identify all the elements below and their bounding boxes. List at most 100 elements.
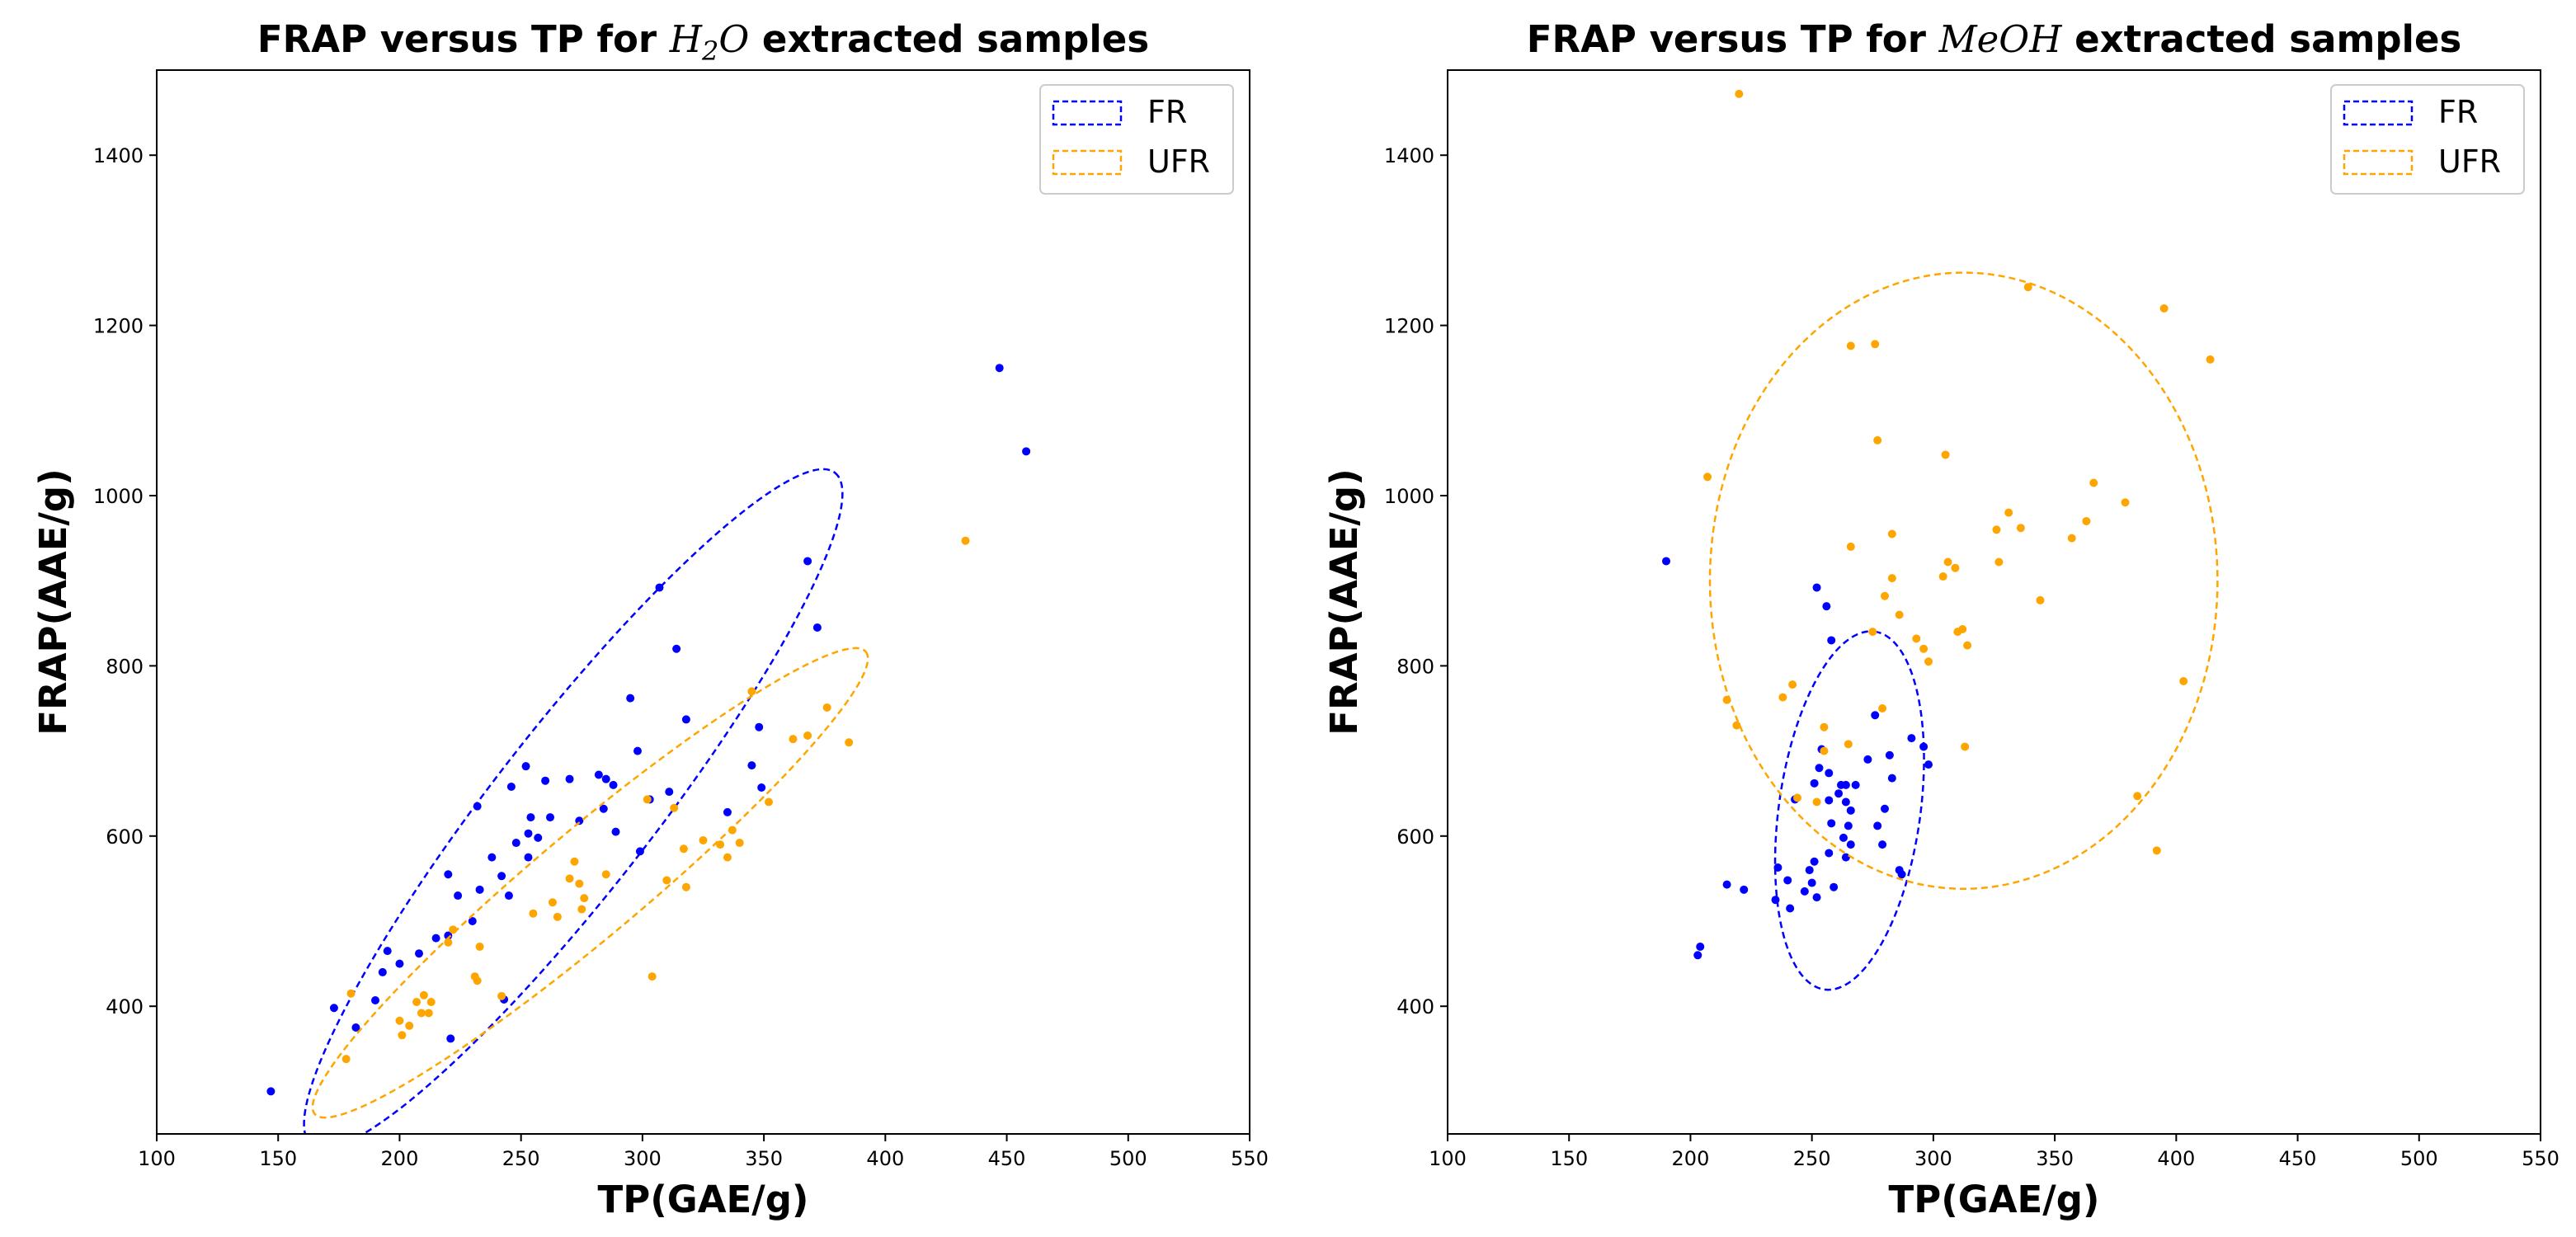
fr-data-point (526, 813, 535, 822)
fr-data-point (395, 959, 404, 968)
legend: FR UFR (2330, 84, 2525, 195)
legend-box (2330, 84, 2525, 195)
ufr-data-point (1951, 563, 1960, 572)
fr-data-point (524, 829, 533, 838)
ufr-data-point (2159, 303, 2169, 313)
ufr-data-point (575, 879, 584, 888)
chart-title: FRAP versus TP for H2O extracted samples (257, 17, 1149, 67)
ufr-data-point (341, 1055, 351, 1064)
fr-data-point (521, 762, 530, 771)
ufr-data-point (497, 991, 506, 1000)
fr-data-point (665, 788, 674, 797)
ufr-data-point (1703, 473, 1712, 482)
ufr-data-point (2152, 846, 2161, 855)
ufr-data-point (1938, 572, 1947, 581)
fr-data-point (655, 583, 664, 592)
fr-data-point (1841, 780, 1850, 789)
fr-data-point (1815, 764, 1824, 773)
fr-data-point (1807, 878, 1816, 887)
ufr-data-point (845, 738, 854, 747)
chart-title-suffix: extracted samples (749, 17, 1149, 61)
fr-data-point (1907, 734, 1916, 743)
ufr-data-point (1820, 722, 1829, 731)
fr-data-point (1800, 887, 1809, 896)
fr-data-point (1878, 840, 1887, 849)
fr-data-point (626, 694, 635, 703)
plot-area (1662, 89, 2219, 991)
y-tick-label: 600 (1396, 825, 1434, 849)
ufr-data-point (553, 912, 562, 921)
fr-data-point (1696, 942, 1705, 951)
fr-data-point (1873, 821, 1882, 830)
fr-data-point (446, 1034, 455, 1043)
fr-data-point (371, 995, 379, 1004)
fr-data-point (1783, 876, 1792, 885)
fr-data-point (534, 833, 543, 842)
fr-data-point (1827, 636, 1836, 645)
x-tick-label: 350 (2036, 1147, 2074, 1170)
fr-data-point (1897, 870, 1906, 879)
x-axis-label: TP(GAE/g) (1889, 1178, 2100, 1221)
ufr-data-point (735, 839, 744, 848)
x-tick-label: 300 (1914, 1147, 1952, 1170)
ufr-data-point (2082, 516, 2091, 525)
ufr-data-point (1919, 644, 1928, 653)
ufr-data-point (728, 825, 737, 835)
x-axis-label: TP(GAE/g) (598, 1178, 809, 1221)
x-tick-label: 500 (1109, 1147, 1147, 1170)
ufr-data-point (426, 998, 436, 1007)
fr-data-point (1887, 774, 1896, 783)
fr-data-point (444, 870, 453, 879)
legend: FR UFR (1039, 84, 1234, 195)
ufr-data-point (1881, 591, 1889, 600)
y-tick-label: 400 (1396, 995, 1434, 1018)
fr-data-point (1834, 789, 1844, 798)
fr-data-point (1839, 833, 1848, 842)
ufr-confidence-ellipse (311, 647, 869, 1119)
fr-data-point (1786, 904, 1795, 913)
fr-data-point (635, 847, 644, 856)
ufr-data-point (1963, 641, 1972, 650)
fr-data-point (266, 1087, 275, 1096)
fr-data-point (1885, 750, 1894, 760)
ufr-data-point (662, 876, 671, 885)
ufr-data-point (1788, 680, 1797, 689)
ufr-data-point (803, 731, 812, 741)
fr-data-point (329, 1004, 338, 1013)
x-tick-label: 550 (1231, 1147, 1269, 1170)
ufr-data-point (405, 1021, 414, 1030)
x-tick-label: 200 (1672, 1147, 1710, 1170)
fr-data-point (1863, 755, 1872, 764)
ufr-data-point (412, 998, 421, 1007)
chart-panel-2: FRAP versus TP for MeOH extracted sample… (1322, 17, 2560, 1221)
x-tick-label: 100 (138, 1147, 176, 1170)
fr-legend-label: FR (2438, 94, 2478, 130)
ufr-data-point (765, 797, 773, 807)
fr-data-point (506, 782, 516, 791)
fr-data-point (454, 891, 463, 901)
ufr-data-point (2004, 508, 2013, 517)
fr-data-point (487, 853, 497, 862)
fr-data-point (351, 1023, 360, 1032)
ufr-data-point (1846, 341, 1855, 350)
y-tick-label: 1200 (93, 315, 144, 338)
y-tick-label: 600 (106, 825, 144, 849)
ufr-data-point (346, 989, 356, 998)
ufr-confidence-ellipse (1708, 271, 2219, 891)
ufr-legend-label: UFR (2438, 143, 2501, 180)
ufr-data-point (1994, 557, 2004, 567)
fr-data-point (609, 780, 618, 789)
fr-data-point (1844, 821, 1853, 830)
ufr-data-point (570, 857, 579, 866)
fr-data-point (995, 364, 1004, 373)
ufr-data-point (747, 687, 756, 696)
fr-data-point (1851, 780, 1860, 789)
ufr-data-point (424, 1009, 433, 1018)
fr-data-point (1924, 760, 1933, 769)
ufr-data-point (1958, 625, 1967, 634)
fr-data-point (575, 816, 584, 825)
ufr-data-point (529, 909, 538, 918)
ufr-data-point (2036, 595, 2045, 604)
fr-data-point (475, 885, 484, 894)
